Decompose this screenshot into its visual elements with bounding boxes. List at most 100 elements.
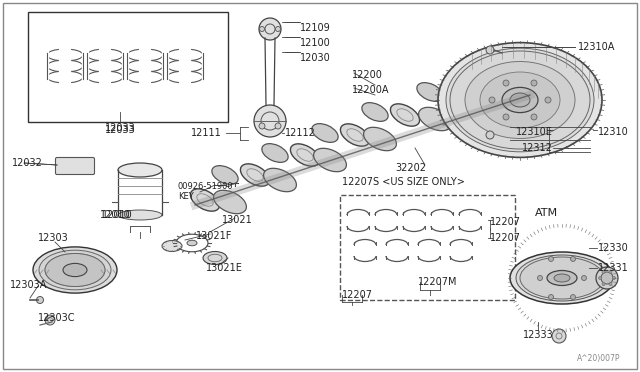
Text: KEY: KEY: [178, 192, 194, 201]
Circle shape: [545, 97, 551, 103]
Ellipse shape: [440, 87, 470, 109]
Text: 12010: 12010: [102, 210, 132, 220]
Text: 13021: 13021: [222, 215, 253, 225]
Circle shape: [612, 276, 616, 279]
Ellipse shape: [510, 93, 530, 107]
Ellipse shape: [191, 189, 220, 211]
Text: 12030: 12030: [300, 53, 331, 63]
Circle shape: [570, 295, 575, 299]
Text: 12303: 12303: [38, 233, 68, 243]
Ellipse shape: [516, 255, 608, 301]
Text: 12200A: 12200A: [352, 85, 390, 95]
Text: 12207: 12207: [490, 217, 521, 227]
Text: 13021E: 13021E: [206, 263, 243, 273]
Circle shape: [548, 295, 554, 299]
Text: 12032: 12032: [12, 158, 43, 168]
Text: 12331: 12331: [598, 263, 628, 273]
Text: 12200: 12200: [352, 70, 383, 80]
Ellipse shape: [364, 127, 396, 151]
Bar: [340, 195, 515, 300]
Circle shape: [548, 256, 554, 262]
Ellipse shape: [312, 124, 338, 142]
Ellipse shape: [438, 43, 602, 157]
Circle shape: [552, 329, 566, 343]
Ellipse shape: [45, 253, 105, 286]
Text: 12033: 12033: [104, 123, 136, 133]
Circle shape: [259, 123, 265, 129]
Text: 12207: 12207: [490, 233, 521, 243]
Ellipse shape: [118, 163, 162, 177]
Ellipse shape: [314, 148, 346, 172]
Circle shape: [609, 283, 612, 286]
Ellipse shape: [419, 107, 451, 131]
Ellipse shape: [264, 168, 296, 192]
Text: 32202: 32202: [395, 163, 426, 173]
Circle shape: [275, 26, 280, 32]
Circle shape: [503, 114, 509, 120]
Ellipse shape: [212, 166, 238, 185]
Circle shape: [531, 80, 537, 86]
Ellipse shape: [214, 190, 246, 214]
Ellipse shape: [417, 83, 443, 101]
Circle shape: [598, 276, 602, 279]
Ellipse shape: [510, 252, 614, 304]
Text: 12100: 12100: [300, 38, 331, 48]
Ellipse shape: [162, 241, 182, 251]
Ellipse shape: [203, 251, 227, 264]
Circle shape: [486, 131, 494, 139]
Text: 12310: 12310: [598, 127, 628, 137]
Circle shape: [602, 283, 605, 286]
Circle shape: [489, 97, 495, 103]
Circle shape: [486, 46, 494, 54]
Text: 00926-51900: 00926-51900: [178, 182, 234, 190]
Text: 12112: 12112: [285, 128, 316, 138]
Ellipse shape: [554, 274, 570, 282]
Text: 12207M: 12207M: [418, 277, 458, 287]
Ellipse shape: [465, 61, 575, 138]
Ellipse shape: [340, 124, 369, 146]
Text: A^20)007P: A^20)007P: [577, 353, 620, 362]
Ellipse shape: [118, 210, 162, 220]
Text: 12310E: 12310E: [516, 127, 553, 137]
Ellipse shape: [33, 247, 117, 293]
Ellipse shape: [187, 240, 197, 246]
Text: 12303C: 12303C: [38, 313, 76, 323]
Ellipse shape: [480, 72, 560, 128]
Text: 13021F: 13021F: [196, 231, 232, 241]
Ellipse shape: [450, 51, 590, 149]
Circle shape: [254, 105, 286, 137]
Ellipse shape: [547, 270, 577, 285]
Ellipse shape: [446, 48, 594, 152]
Ellipse shape: [362, 103, 388, 121]
Circle shape: [531, 114, 537, 120]
Circle shape: [45, 315, 55, 325]
Circle shape: [609, 270, 612, 273]
Circle shape: [259, 18, 281, 40]
Text: 12312: 12312: [522, 143, 553, 153]
Ellipse shape: [291, 144, 319, 166]
Circle shape: [275, 123, 281, 129]
Ellipse shape: [390, 104, 420, 126]
Circle shape: [503, 80, 509, 86]
Text: 12033: 12033: [104, 125, 136, 135]
Text: 12010: 12010: [100, 210, 131, 220]
Ellipse shape: [39, 250, 111, 290]
Text: 12333: 12333: [523, 330, 554, 340]
Text: 12303A: 12303A: [10, 280, 47, 290]
Text: 12207: 12207: [342, 290, 373, 300]
Text: 12109: 12109: [300, 23, 331, 33]
Ellipse shape: [520, 257, 604, 299]
Text: 12207S <US SIZE ONLY>: 12207S <US SIZE ONLY>: [342, 177, 465, 187]
Ellipse shape: [596, 267, 618, 289]
Ellipse shape: [262, 144, 288, 162]
Circle shape: [36, 296, 44, 304]
Text: ATM: ATM: [535, 208, 558, 218]
Circle shape: [582, 276, 586, 280]
Circle shape: [570, 256, 575, 262]
Ellipse shape: [502, 87, 538, 113]
Circle shape: [259, 26, 264, 32]
Bar: [28, 12, 228, 122]
Text: 12330: 12330: [598, 243, 628, 253]
Ellipse shape: [63, 263, 87, 277]
Ellipse shape: [51, 257, 99, 283]
